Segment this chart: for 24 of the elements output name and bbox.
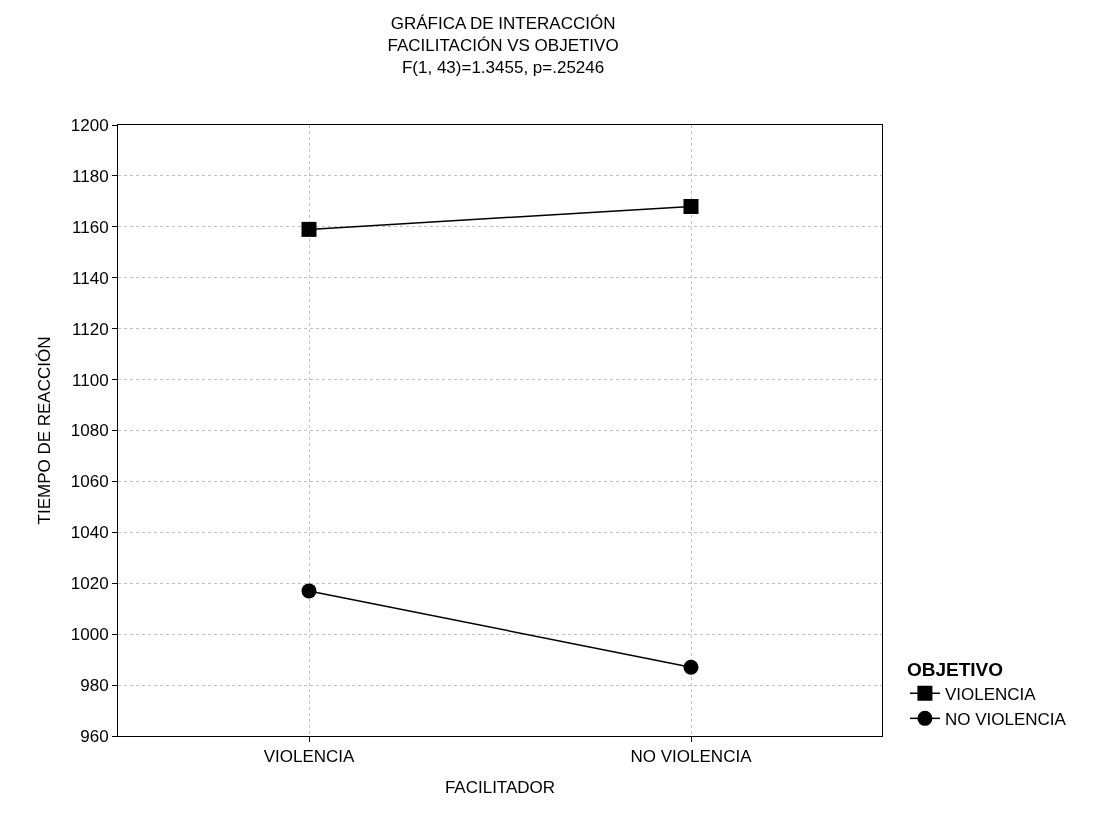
y-tick-label: 1200 bbox=[70, 115, 109, 135]
y-tick-label: 960 bbox=[80, 726, 109, 746]
chart-subtitle: F(1, 43)=1.3455, p=.25246 bbox=[401, 57, 605, 77]
y-tick-label: 1160 bbox=[72, 217, 109, 237]
legend-label: NO VIOLENCIA bbox=[944, 709, 1067, 729]
point bbox=[301, 583, 317, 599]
y-tick-label: 1080 bbox=[70, 421, 109, 441]
point bbox=[683, 659, 699, 675]
point bbox=[683, 198, 699, 214]
y-tick-label: 1000 bbox=[70, 625, 109, 645]
y-tick-label: 1100 bbox=[72, 370, 109, 390]
y-tick-label: 1180 bbox=[72, 166, 109, 186]
y-axis-title: TIEMPO DE REACCIÓN bbox=[35, 336, 55, 525]
chart-title: GRÁFICA DE INTERACCIÓN FACILITACIÓN VS OBJETIVO bbox=[387, 13, 619, 55]
legend-title: OBJETIVO bbox=[906, 658, 1003, 680]
y-tick-label: 1020 bbox=[70, 574, 109, 594]
point bbox=[301, 221, 317, 237]
x-axis-title: FACILITADOR bbox=[444, 777, 556, 797]
y-tick-label: 1060 bbox=[70, 472, 109, 492]
y-tick-label: 1140 bbox=[72, 268, 109, 288]
y-tick-label: 980 bbox=[80, 676, 109, 696]
y-tick-label: 1120 bbox=[72, 319, 109, 339]
legend-label: VIOLENCIA bbox=[944, 684, 1037, 704]
y-tick-label: 1040 bbox=[70, 523, 109, 543]
